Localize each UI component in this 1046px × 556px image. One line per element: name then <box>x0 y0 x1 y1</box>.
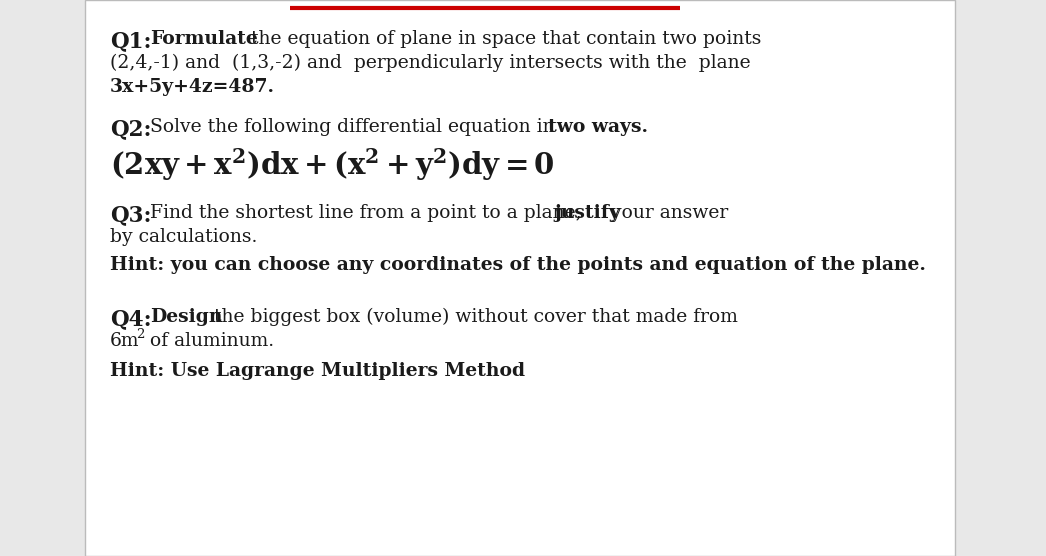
Text: Hint: Use Lagrange Multipliers Method: Hint: Use Lagrange Multipliers Method <box>110 362 525 380</box>
Text: of aluminum.: of aluminum. <box>144 332 274 350</box>
Text: 6m: 6m <box>110 332 139 350</box>
Text: 2: 2 <box>136 328 144 341</box>
Text: (2,4,-1) and  (1,3,-2) and  perpendicularly intersects with the  plane: (2,4,-1) and (1,3,-2) and perpendicularl… <box>110 54 751 72</box>
Text: Formulate: Formulate <box>150 30 257 48</box>
Text: the biggest box (volume) without cover that made from: the biggest box (volume) without cover t… <box>208 308 737 326</box>
Text: Q2:: Q2: <box>110 118 152 140</box>
Text: Q3:: Q3: <box>110 204 152 226</box>
Text: the equation of plane in space that contain two points: the equation of plane in space that cont… <box>245 30 761 48</box>
Text: Q4:: Q4: <box>110 308 152 330</box>
Text: Design: Design <box>150 308 223 326</box>
Text: Q1:: Q1: <box>110 30 152 52</box>
Text: Find the shortest line from a point to a plane,: Find the shortest line from a point to a… <box>150 204 588 222</box>
Text: $\mathbf{(2xy + x^2)dx + (x^2 + y^2)dy = 0}$: $\mathbf{(2xy + x^2)dx + (x^2 + y^2)dy =… <box>110 146 554 182</box>
Text: Solve the following differential equation in: Solve the following differential equatio… <box>150 118 561 136</box>
Text: justify: justify <box>554 204 620 222</box>
Text: your answer: your answer <box>605 204 728 222</box>
Text: by calculations.: by calculations. <box>110 228 257 246</box>
Text: Hint: you can choose any coordinates of the points and equation of the plane.: Hint: you can choose any coordinates of … <box>110 256 926 274</box>
Text: two ways.: two ways. <box>548 118 649 136</box>
FancyBboxPatch shape <box>85 0 955 556</box>
Text: 3x+5y+4z=487.: 3x+5y+4z=487. <box>110 78 275 96</box>
